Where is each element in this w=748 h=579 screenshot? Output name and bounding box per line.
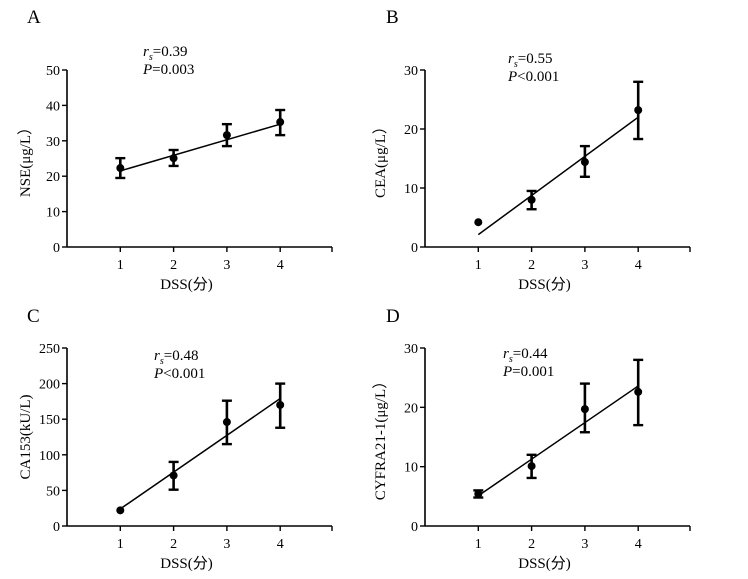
panel-a-data-point xyxy=(222,131,231,140)
panel-d-data-point xyxy=(634,387,643,396)
panel-a-rs-annotation: rs=0.39 xyxy=(143,44,187,63)
panel-b-rs-symbol: r xyxy=(508,51,514,67)
panel-b-x-axis-label: DSS(分) xyxy=(518,276,571,293)
panel-a-x-tick-label: 2 xyxy=(170,258,177,273)
panel-d-y-tick-label: 30 xyxy=(404,342,418,357)
panel-a-y-tick-label: 10 xyxy=(46,206,60,221)
panel-c-rs-symbol: r xyxy=(154,348,160,364)
panel-c-y-tick-label: 250 xyxy=(39,342,60,357)
panel-d-letter: D xyxy=(386,306,400,327)
panel-a-y-tick-label: 20 xyxy=(46,170,60,185)
panel-a-y-tick-label: 0 xyxy=(53,241,60,256)
panel-d-x-tick-label: 4 xyxy=(635,537,642,552)
panel-c-y-tick-label: 150 xyxy=(39,413,60,428)
panel-c-fit-line xyxy=(119,397,281,510)
panel-b-y-tick-label: 20 xyxy=(404,123,418,138)
panel-b-x-tick-label: 2 xyxy=(528,258,535,273)
panel-d-rs-subscript: s xyxy=(509,354,513,365)
panel-c-x-axis-label: DSS(分) xyxy=(160,555,213,572)
panel-c-y-tick-label: 50 xyxy=(46,484,60,499)
panel-c-p-symbol: P xyxy=(153,366,163,382)
panel-c-data-point xyxy=(169,471,178,480)
panel-b-letter: B xyxy=(386,7,399,28)
panel-d-y-tick-label: 10 xyxy=(404,461,418,476)
panel-a-data-point xyxy=(116,164,125,173)
panel-d-y-tick-label: 0 xyxy=(411,520,418,535)
panel-c-x-tick-label: 4 xyxy=(277,537,284,552)
panel-c-p-annotation: P<0.001 xyxy=(153,366,205,382)
panel-d-x-tick-label: 1 xyxy=(475,537,482,552)
panel-c-rs-value: =0.48 xyxy=(164,348,199,364)
panel-a-y-tick-label: 50 xyxy=(46,64,60,79)
panel-c-x-tick-label: 3 xyxy=(223,537,230,552)
panel-d-data-point xyxy=(474,489,483,498)
panel-a-x-tick-label: 3 xyxy=(223,258,230,273)
panel-c-y-tick-label: 100 xyxy=(39,449,60,464)
panel-b-y-tick-label: 0 xyxy=(411,241,418,256)
panel-a-y-tick-label: 30 xyxy=(46,135,60,150)
panel-b-p-symbol: P xyxy=(507,69,517,85)
panel-d-rs-symbol: r xyxy=(503,346,509,362)
panel-d-rs-annotation: rs=0.44 xyxy=(503,346,548,365)
panel-d-p-value: =0.001 xyxy=(512,364,554,380)
panel-b-data-point xyxy=(580,158,589,167)
panel-c-x-tick-label: 1 xyxy=(117,537,124,552)
panel-a-rs-symbol: r xyxy=(143,44,149,60)
panel-a-y-axis-label: NSE(μg/L） xyxy=(17,120,34,197)
panel-a-p-symbol: P xyxy=(142,62,152,78)
panel-c-data-point xyxy=(222,418,231,427)
panel-a-p-value: =0.003 xyxy=(152,62,194,78)
panel-a-x-tick-label: 4 xyxy=(277,258,284,273)
panel-a-fit-line xyxy=(120,123,281,172)
panel-b-p-value: <0.001 xyxy=(517,69,559,85)
panel-b-x-tick-label: 4 xyxy=(635,258,642,273)
panel-a-p-annotation: P=0.003 xyxy=(142,62,194,78)
panel-d-p-symbol: P xyxy=(502,364,512,380)
panel-a-data-point xyxy=(169,154,178,163)
panel-c-rs-annotation: rs=0.48 xyxy=(154,348,198,367)
panel-b-p-annotation: P<0.001 xyxy=(507,69,559,85)
panel-c-p-value: <0.001 xyxy=(163,366,205,382)
panel-b-x-tick-label: 1 xyxy=(475,258,482,273)
panel-b-rs-annotation: rs=0.55 xyxy=(508,51,552,70)
panel-c-x-tick-label: 2 xyxy=(170,537,177,552)
panel-d-x-tick-label: 2 xyxy=(528,537,535,552)
panel-a-data-point xyxy=(276,118,285,127)
panel-b-x-tick-label: 3 xyxy=(581,258,588,273)
panel-b-y-tick-label: 10 xyxy=(404,182,418,197)
panel-d-y-tick-label: 20 xyxy=(404,401,418,416)
panel-d-rs-value: =0.44 xyxy=(513,346,548,362)
panel-d-fit-line xyxy=(477,385,639,497)
panel-b-data-point xyxy=(634,106,643,115)
panel-c-rs-subscript: s xyxy=(160,356,164,367)
panel-d-data-point xyxy=(527,462,536,471)
panel-b-fit-line xyxy=(477,116,639,236)
panel-b-rs-value: =0.55 xyxy=(518,51,553,67)
panel-c-letter: C xyxy=(27,306,40,327)
panel-d-p-annotation: P=0.001 xyxy=(502,364,554,380)
panel-d-data-point xyxy=(580,405,589,414)
panel-c-y-tick-label: 200 xyxy=(39,378,60,393)
panel-b-data-point xyxy=(527,195,536,204)
panel-a-x-axis-label: DSS(分) xyxy=(160,276,213,293)
panel-c-data-point xyxy=(276,400,285,409)
panel-a-rs-value: =0.39 xyxy=(153,44,188,60)
panel-a-x-tick-label: 1 xyxy=(117,258,124,273)
panel-b-rs-subscript: s xyxy=(514,59,518,70)
panel-b-data-point xyxy=(474,218,483,227)
panel-a-rs-subscript: s xyxy=(149,52,153,63)
panel-c-data-point xyxy=(116,506,125,515)
panel-c-y-axis-label: CA153(kU/L) xyxy=(18,395,34,480)
panel-b-y-tick-label: 30 xyxy=(404,64,418,79)
panel-c-y-tick-label: 0 xyxy=(53,520,60,535)
panel-a-letter: A xyxy=(27,7,41,28)
panel-d-y-axis-label: CYFRA21-1(μg/L） xyxy=(372,374,389,500)
panel-b-y-axis-label: CEA(μg/L） xyxy=(372,119,389,198)
panel-d-x-tick-label: 3 xyxy=(581,537,588,552)
panel-d-x-axis-label: DSS(分) xyxy=(518,555,571,572)
panel-a-y-tick-label: 40 xyxy=(46,99,60,114)
